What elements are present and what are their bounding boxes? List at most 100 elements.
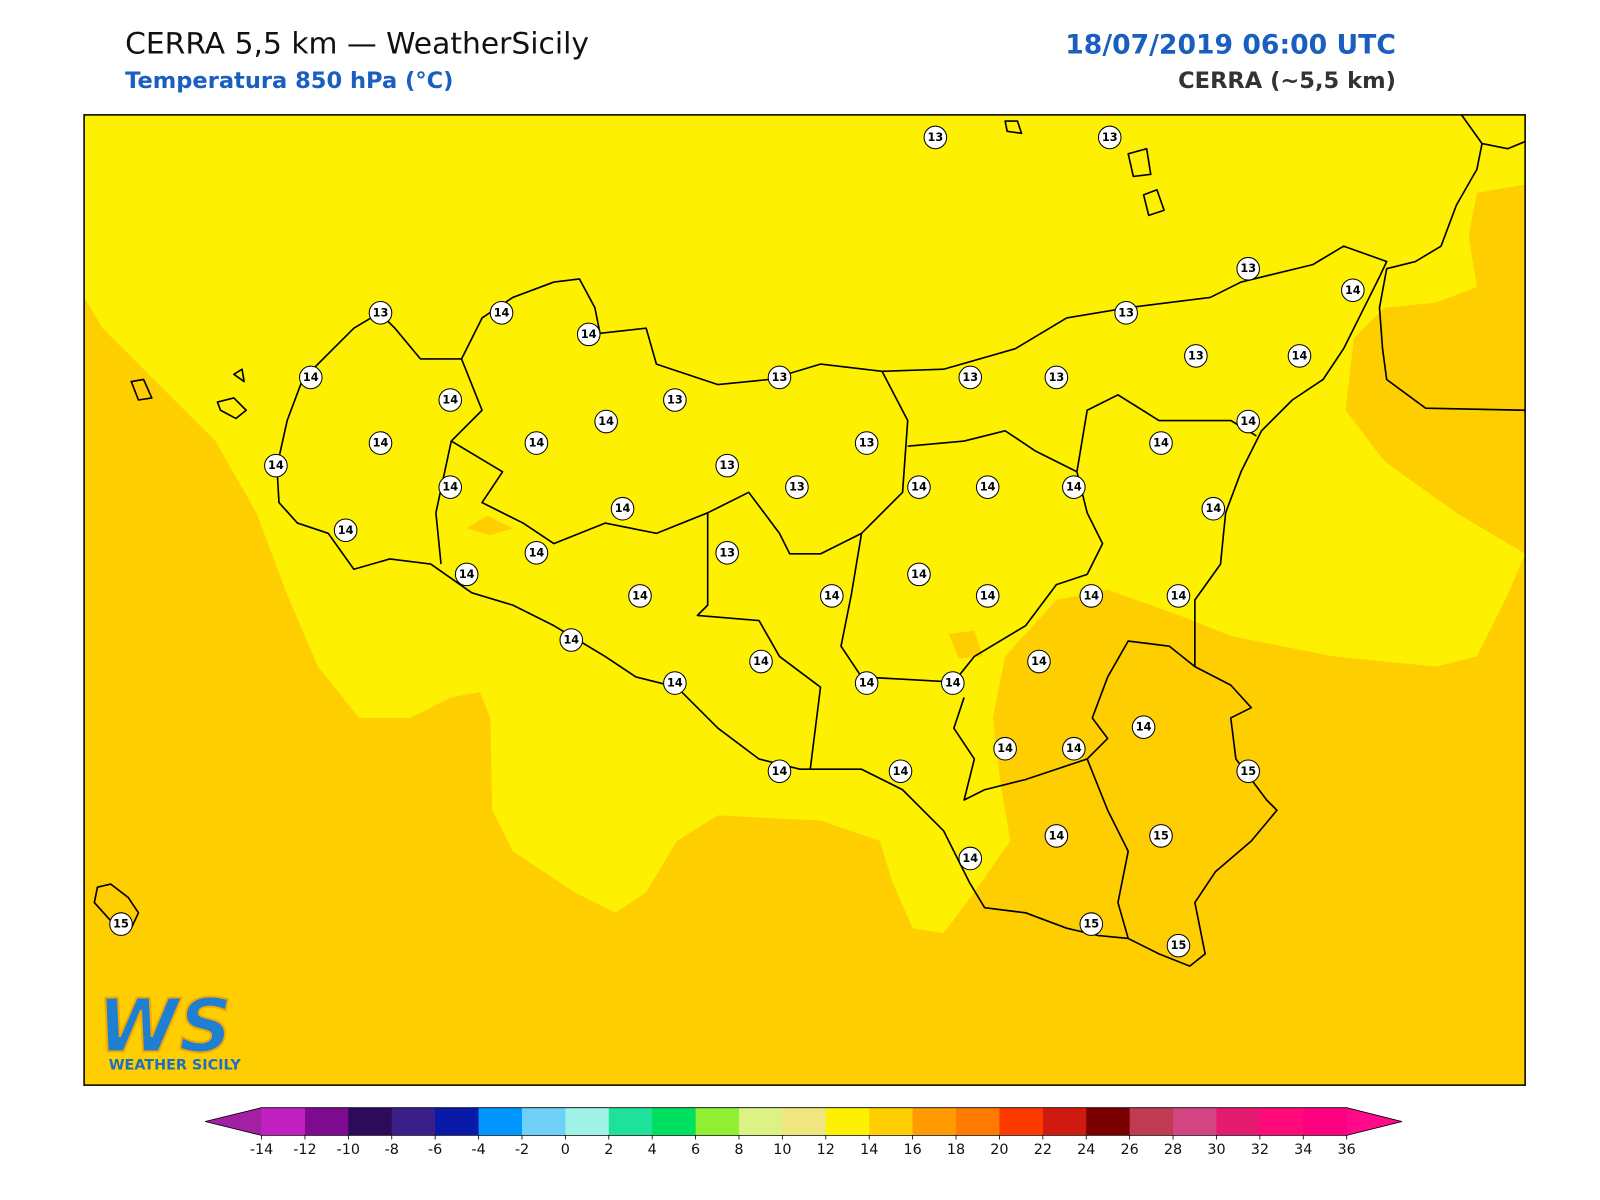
station: 14 bbox=[663, 671, 687, 695]
colorbar-box bbox=[521, 1107, 566, 1136]
colorbar-box bbox=[1173, 1107, 1217, 1136]
colorbar-box bbox=[608, 1107, 653, 1136]
station-value: 15 bbox=[1153, 829, 1169, 842]
colorbar-box bbox=[782, 1107, 827, 1136]
station: 14 bbox=[454, 562, 479, 587]
station: 14 bbox=[438, 388, 463, 412]
station: 14 bbox=[333, 518, 358, 543]
station: 15 bbox=[1149, 824, 1173, 848]
station-value: 14 bbox=[980, 589, 996, 602]
station-value: 13 bbox=[719, 546, 735, 559]
station-marker bbox=[610, 496, 635, 521]
station-marker bbox=[1149, 824, 1173, 848]
station-marker bbox=[785, 475, 809, 499]
station-value: 14 bbox=[772, 765, 788, 778]
station-marker bbox=[854, 671, 879, 695]
colorbar-tick-label: 20 bbox=[990, 1142, 1008, 1158]
subtitle: Temperatura 850 hPa (°C) bbox=[125, 68, 453, 94]
station-marker bbox=[368, 301, 393, 325]
station-marker bbox=[489, 301, 514, 325]
station: 14 bbox=[907, 475, 931, 499]
station-value: 13 bbox=[1188, 349, 1204, 362]
station-marker bbox=[1184, 344, 1208, 368]
station: 14 bbox=[749, 649, 773, 674]
station-value: 14 bbox=[1136, 721, 1152, 734]
station: 14 bbox=[1149, 431, 1173, 455]
station: 14 bbox=[1201, 496, 1226, 521]
station-marker bbox=[524, 541, 549, 565]
station-value: 13 bbox=[373, 306, 389, 319]
station-marker bbox=[854, 431, 879, 455]
station-value: 14 bbox=[632, 589, 648, 602]
colorbar-tick-label: 16 bbox=[903, 1142, 921, 1158]
colorbar-tick-label: 8 bbox=[734, 1142, 743, 1158]
station: 14 bbox=[888, 759, 913, 784]
station: 14 bbox=[975, 584, 1000, 608]
station-marker bbox=[715, 541, 739, 565]
station-value: 14 bbox=[911, 568, 927, 581]
station-value: 14 bbox=[303, 371, 319, 384]
colorbar-box bbox=[869, 1107, 914, 1136]
colorbar-tick-label: 18 bbox=[947, 1142, 965, 1158]
colorbar-tick-label: 28 bbox=[1164, 1142, 1182, 1158]
station-marker bbox=[109, 912, 133, 936]
colorbar-tick-label: -14 bbox=[250, 1142, 273, 1158]
colorbar-box bbox=[1216, 1107, 1261, 1136]
colorbar-box bbox=[1129, 1107, 1174, 1136]
station-value: 15 bbox=[1240, 765, 1256, 778]
station: 14 bbox=[1131, 715, 1156, 739]
colorbar-tick-label: 2 bbox=[604, 1142, 613, 1158]
station: 13 bbox=[1236, 256, 1260, 281]
logo: WS WEATHER SICILY bbox=[96, 982, 241, 1073]
coastline bbox=[276, 245, 1388, 967]
station-marker bbox=[1044, 365, 1069, 390]
colorbar-box bbox=[304, 1107, 349, 1136]
station-value: 13 bbox=[772, 371, 788, 384]
colorbar-box bbox=[999, 1107, 1044, 1136]
colorbar-box bbox=[565, 1107, 610, 1136]
station-value: 13 bbox=[928, 131, 944, 144]
station-marker bbox=[888, 759, 913, 784]
station-value: 14 bbox=[962, 852, 978, 865]
colorbar-tick-label: -8 bbox=[385, 1142, 399, 1158]
colorbar-tick-label: 30 bbox=[1207, 1142, 1225, 1158]
station-value: 14 bbox=[1153, 437, 1169, 450]
colorbar-box bbox=[652, 1107, 697, 1136]
station-value: 13 bbox=[1049, 371, 1065, 384]
station: 14 bbox=[576, 322, 601, 347]
station: 14 bbox=[628, 584, 652, 608]
colorbar-box bbox=[1259, 1107, 1304, 1136]
station: 13 bbox=[1097, 125, 1122, 150]
station-value: 14 bbox=[529, 546, 545, 559]
colorbar-tick-label: 22 bbox=[1034, 1142, 1052, 1158]
title: CERRA 5,5 km — WeatherSicily bbox=[125, 26, 589, 61]
colorbar-tick-label: 6 bbox=[691, 1142, 700, 1158]
station-value: 13 bbox=[667, 394, 683, 407]
station-value: 14 bbox=[980, 481, 996, 494]
colorbar-box bbox=[1086, 1107, 1131, 1136]
colorbar-tick-label: 34 bbox=[1294, 1142, 1312, 1158]
colorbar-box bbox=[956, 1107, 1000, 1136]
station-marker bbox=[975, 584, 1000, 608]
station-marker bbox=[1341, 278, 1365, 303]
station: 13 bbox=[1184, 344, 1208, 368]
colorbar-over bbox=[1346, 1107, 1403, 1136]
station: 13 bbox=[368, 301, 393, 325]
station: 14 bbox=[1044, 824, 1069, 848]
stations: 13 13 13 14 13 14 14 13 14 14 13 13 13 13 13 14 14 14 14 14… bbox=[109, 125, 1365, 958]
station: 14 bbox=[1062, 475, 1086, 499]
station: 14 bbox=[767, 759, 792, 784]
station: 14 bbox=[594, 409, 618, 434]
field-cool bbox=[84, 114, 1526, 934]
station-value: 14 bbox=[893, 765, 909, 778]
station-marker bbox=[1236, 409, 1260, 434]
station-value: 13 bbox=[1240, 262, 1256, 275]
station-value: 14 bbox=[338, 524, 354, 537]
station-value: 14 bbox=[442, 481, 458, 494]
colorbar-box bbox=[348, 1107, 393, 1136]
station: 13 bbox=[715, 453, 739, 478]
station-marker bbox=[663, 671, 687, 695]
colorbar-box bbox=[1303, 1107, 1348, 1136]
station-value: 14 bbox=[598, 415, 614, 428]
